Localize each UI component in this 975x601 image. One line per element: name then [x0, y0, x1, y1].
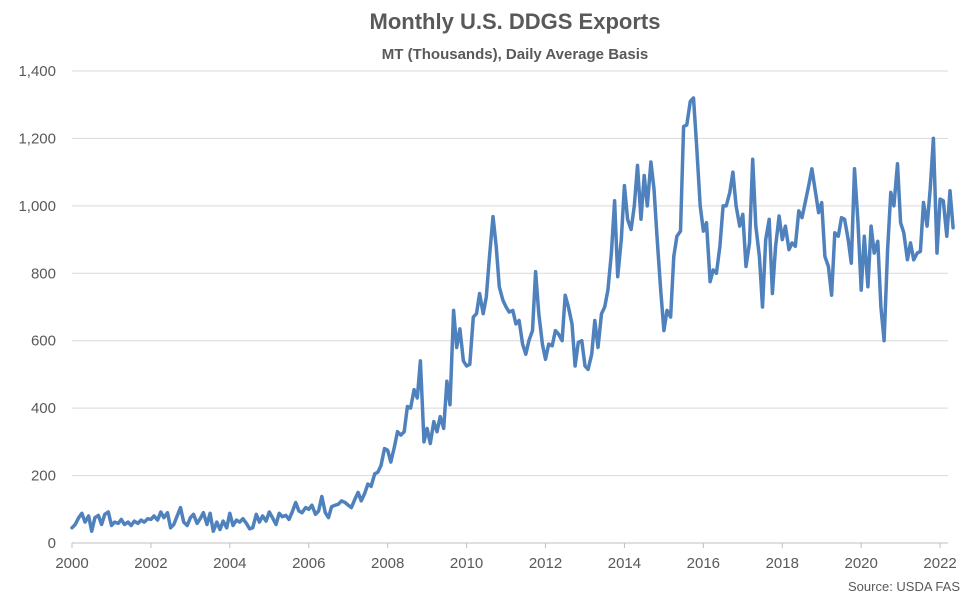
y-axis-ticks: 0 200 400 600 800 1,000 1,200 1,400	[18, 63, 56, 552]
x-tick-label: 2002	[134, 555, 167, 572]
chart-subtitle: MT (Thousands), Daily Average Basis	[382, 46, 648, 63]
x-tick-label: 2008	[371, 555, 404, 572]
chart-source: Source: USDA FAS	[848, 579, 960, 594]
x-tick-label: 2000	[55, 555, 88, 572]
y-tick-label: 1,200	[18, 130, 56, 147]
x-tick-label: 2012	[529, 555, 562, 572]
chart-title: Monthly U.S. DDGS Exports	[370, 9, 661, 34]
x-tick-label: 2004	[213, 555, 246, 572]
y-tick-label: 1,000	[18, 198, 56, 215]
series-layer	[70, 96, 955, 533]
y-tick-label: 1,400	[18, 63, 56, 80]
x-tick-label: 2016	[687, 555, 720, 572]
x-tick-label: 2018	[766, 555, 799, 572]
y-tick-label: 600	[31, 333, 56, 350]
y-tick-label: 200	[31, 468, 56, 485]
x-tick-label: 2014	[608, 555, 641, 572]
y-tick-label: 400	[31, 400, 56, 417]
x-tick-label: 2022	[923, 555, 956, 572]
x-tick-label: 2020	[845, 555, 878, 572]
x-axis-ticks: 2000 2002 2004 2006 2008 2010 2012 2014 2016 2018…	[55, 543, 957, 572]
x-tick-label: 2010	[450, 555, 483, 572]
y-tick-label: 0	[48, 535, 56, 552]
x-tick-label: 2006	[292, 555, 325, 572]
y-tick-label: 800	[31, 265, 56, 282]
series-line	[70, 96, 955, 533]
gridlines	[72, 70, 948, 477]
